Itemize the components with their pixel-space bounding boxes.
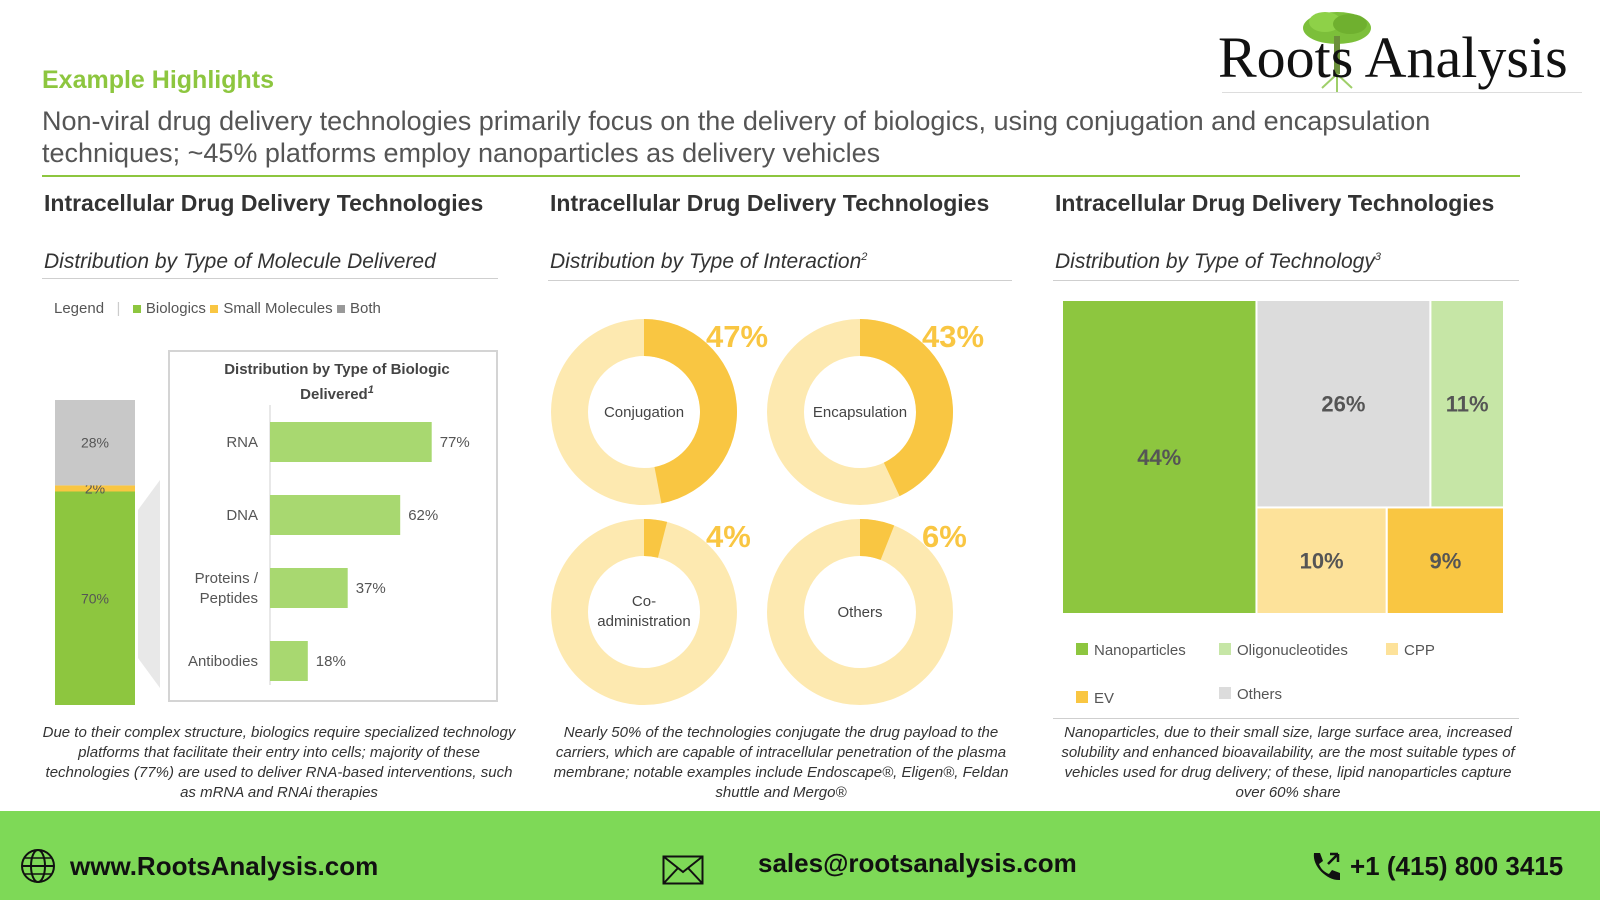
header-divider — [42, 175, 1520, 177]
donut-slice-conjugation — [644, 319, 737, 504]
stack-label-biologics: 70% — [81, 590, 109, 606]
logo-underline — [1222, 92, 1582, 93]
panel3-caption: Nanoparticles, due to their small size, … — [1061, 724, 1515, 801]
legend-label: Legend — [54, 300, 105, 317]
stack-segment-small-molecules — [55, 485, 135, 492]
donut-slice-co-administration — [644, 519, 668, 558]
stack-legend: Legend | Biologics Small Molecules Both — [54, 300, 381, 317]
legend-item-biologics: Biologics — [132, 300, 206, 317]
legend-item-cpp: CPP — [1386, 642, 1435, 659]
donut-slice-encapsulation — [860, 319, 953, 497]
biologic-chart-frame — [168, 350, 498, 702]
panel2-title: Intracellular Drug Delivery Technologies — [550, 190, 990, 216]
treemap-value-ev: 9% — [1429, 549, 1461, 574]
panel3-divider — [1053, 280, 1519, 281]
legend-item-ev: EV — [1076, 690, 1114, 707]
donut-value-co-administration: 4% — [706, 519, 751, 554]
bar-rna — [270, 422, 432, 462]
mail-icon — [662, 855, 704, 885]
treemap-value-cpp: 10% — [1300, 549, 1344, 574]
donut-name-co-administration-line2: administration — [597, 613, 690, 630]
treemap-legend: Nanoparticles Oligonucleotides CPP EV Ot… — [1076, 642, 1516, 712]
bar-category-dna: DNA — [226, 507, 258, 524]
bar-dna — [270, 495, 401, 535]
bar-proteins-peptides — [270, 568, 348, 608]
treemap-cell-cpp — [1255, 506, 1388, 615]
brand-logo: Roots Analysis — [1218, 25, 1568, 90]
panel1-caption: Due to their complex structure, biologic… — [42, 724, 516, 801]
treemap-value-oligonucleotides: 11% — [1446, 392, 1489, 417]
donut-value-others: 6% — [922, 519, 967, 554]
treemap-cell-ev — [1385, 506, 1506, 615]
bar-category-proteins-peptides-line2: Peptides — [200, 590, 258, 607]
donut-name-others: Others — [837, 604, 882, 621]
globe-icon — [21, 849, 55, 883]
legend-item-small-molecules: Small Molecules — [210, 300, 333, 317]
treemap-cell-nanoparticles — [1062, 300, 1258, 615]
panel3-bottom-divider — [1053, 718, 1519, 719]
bar-value-proteins-peptides: 37% — [356, 580, 386, 597]
panel2-caption: Nearly 50% of the technologies conjugate… — [553, 724, 1009, 801]
bar-value-dna: 62% — [408, 507, 438, 524]
donut-name-conjugation: Conjugation — [604, 404, 684, 421]
phone-icon — [1313, 852, 1340, 881]
treemap-value-others: 26% — [1321, 392, 1365, 417]
legend-item-oligonucleotides: Oligonucleotides — [1219, 642, 1348, 659]
panel1-title: Intracellular Drug Delivery Technologies — [44, 190, 484, 216]
interaction-donuts: 47% Conjugation 43% Encapsulation 4% Co-admin… — [551, 319, 984, 705]
panel1-subtitle: Distribution by Type of Molecule Deliver… — [44, 250, 436, 273]
donut-ring-co-administration — [551, 519, 737, 705]
bar-category-rna: RNA — [226, 434, 258, 451]
donut-value-conjugation: 47% — [706, 319, 768, 354]
panel3-subtitle: Distribution by Type of Technology3 — [1055, 250, 1381, 273]
donut-slice-others — [860, 519, 895, 560]
treemap-cell-oligonucleotides — [1429, 300, 1505, 509]
donut-name-co-administration-line1: Co- — [632, 593, 656, 610]
biologic-bar-chart: 77% RNA 62% DNA 37% Proteins / Peptides 18% Anti… — [188, 405, 470, 685]
legend-item-others: Others — [1219, 686, 1282, 703]
footer-bar — [0, 811, 1600, 900]
legend-item-both: Both — [337, 300, 381, 317]
donut-name-encapsulation: Encapsulation — [813, 404, 907, 421]
treemap-value-nanoparticles: 44% — [1137, 445, 1181, 470]
stack-label-both: 28% — [81, 435, 109, 451]
bar-category-antibodies: Antibodies — [188, 653, 258, 670]
treemap-cell-others — [1255, 300, 1432, 509]
panel2-subtitle: Distribution by Type of Interaction2 — [550, 250, 868, 273]
technology-treemap: 44% 26% 11% 10% 9% — [1062, 300, 1506, 615]
slide-subtitle: Non-viral drug delivery technologies pri… — [42, 106, 1431, 168]
panel3-title: Intracellular Drug Delivery Technologies — [1055, 190, 1495, 216]
bar-value-rna: 77% — [440, 434, 470, 451]
stack-segment-biologics — [55, 491, 135, 705]
panel1-divider — [42, 278, 498, 279]
zoom-connector — [138, 480, 160, 688]
donut-value-encapsulation: 43% — [922, 319, 984, 354]
biologic-chart-title: Distribution by Type of Biologic Deliver… — [224, 361, 450, 403]
email-link[interactable]: sales@rootsanalysis.com — [758, 848, 1077, 878]
tree-logo-icon — [1303, 12, 1371, 92]
bar-category-proteins-peptides-line1: Proteins / — [195, 570, 259, 587]
panel2-divider — [548, 280, 1012, 281]
stack-segment-both — [55, 400, 135, 486]
website-link[interactable]: www.RootsAnalysis.com — [70, 851, 379, 881]
phone-link[interactable]: +1 (415) 800 3415 — [1350, 851, 1564, 881]
bar-value-antibodies: 18% — [316, 653, 346, 670]
highlight-heading: Example Highlights — [42, 66, 274, 94]
bar-antibodies — [270, 641, 308, 681]
stacked-molecule-chart: 70%2%28% — [55, 400, 135, 705]
legend-item-nanoparticles: Nanoparticles — [1076, 642, 1186, 659]
